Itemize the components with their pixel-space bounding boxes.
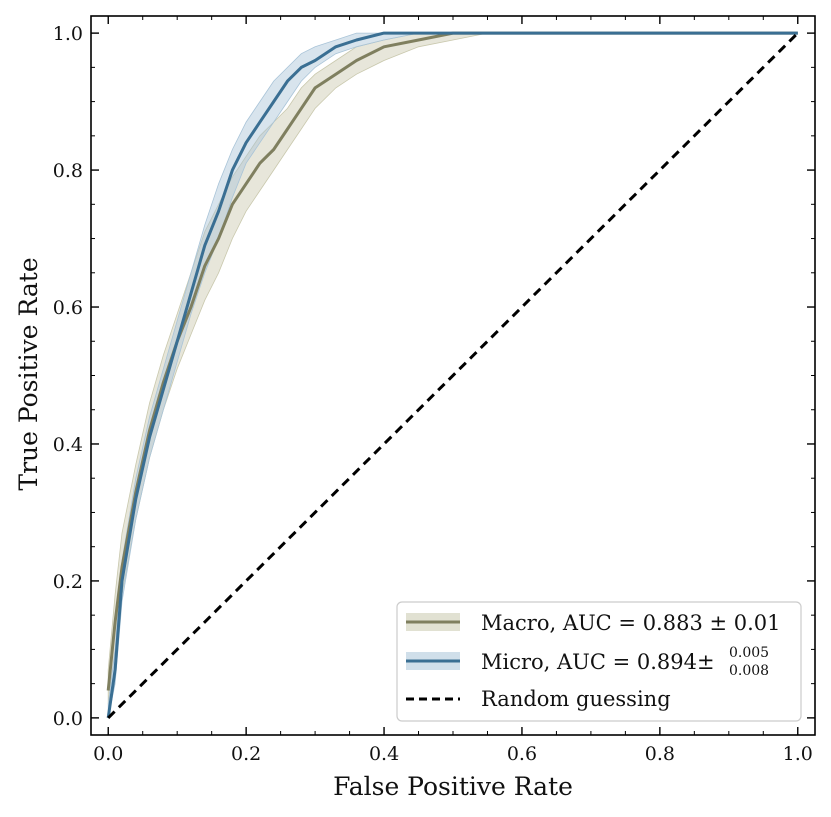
legend-box <box>396 601 802 722</box>
x-tick-label: 0.4 <box>369 743 399 765</box>
x-axis-label: False Positive Rate <box>333 772 573 801</box>
y-axis-label: True Positive Rate <box>14 257 43 490</box>
y-tick-label: 0.6 <box>53 297 83 319</box>
y-axis-ticks: 0.0 0.2 0.4 0.6 0.8 1.0 <box>53 23 815 730</box>
legend-micro-upper-error: 0.005 <box>729 645 769 661</box>
y-tick-label: 0.2 <box>53 571 83 593</box>
y-tick-label: 0.0 <box>53 708 83 730</box>
y-tick-label: 1.0 <box>53 23 83 45</box>
y-tick-label: 0.8 <box>53 160 83 182</box>
micro-line <box>106 31 798 719</box>
legend-random-label: Random guessing <box>481 687 671 711</box>
x-axis-ticks: 0.0 0.2 0.4 0.6 0.8 1.0 <box>93 16 813 765</box>
y-tick-label: 0.4 <box>53 434 83 456</box>
random-guessing-line <box>107 32 799 719</box>
legend-macro-label: Macro, AUC = 0.883 ± 0.01 <box>481 611 781 635</box>
x-tick-label: 0.2 <box>231 743 261 765</box>
legend-micro-label: Micro, AUC = 0.894± <box>481 650 715 674</box>
x-tick-label: 0.0 <box>93 743 123 765</box>
legend: Macro, AUC = 0.883 ± 0.01 Micro, AUC = 0… <box>396 601 802 722</box>
x-tick-label: 1.0 <box>783 743 813 765</box>
legend-micro-lower-error: 0.008 <box>729 663 769 679</box>
x-tick-label: 0.8 <box>645 743 675 765</box>
series-lines <box>106 31 799 719</box>
x-tick-label: 0.6 <box>507 743 537 765</box>
